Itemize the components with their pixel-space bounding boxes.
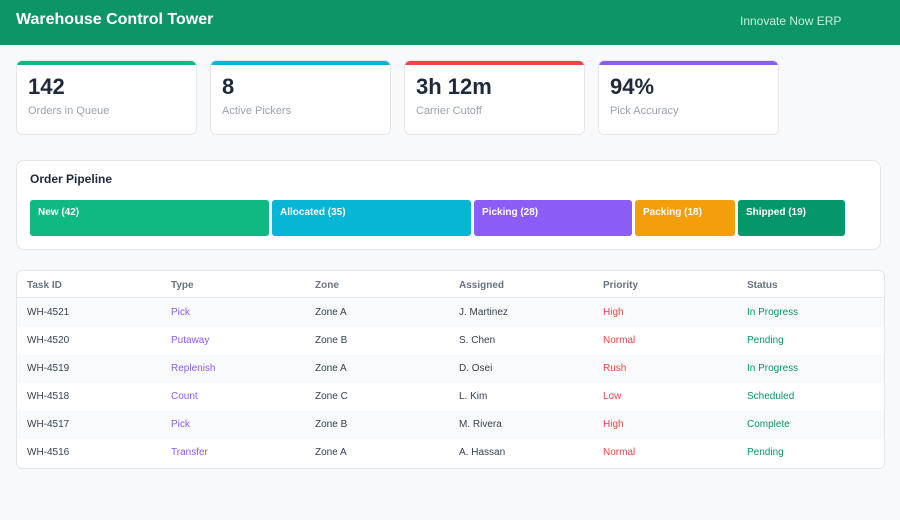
status-cell: Pending — [747, 447, 784, 458]
status-cell: Complete — [747, 419, 790, 430]
kpi-accent-bar — [599, 61, 778, 65]
priority-cell: Normal — [603, 335, 636, 346]
stage-label: Allocated (35) — [280, 207, 346, 218]
stage-label: New (42) — [38, 207, 80, 218]
task-id-cell: WH-4516 — [27, 447, 70, 458]
table-row[interactable]: WH-4519 Replenish Zone A D. Osei Rush In… — [17, 355, 884, 383]
pipeline-stage-picking[interactable]: Picking (28) — [474, 200, 632, 236]
column-header-priority[interactable]: Priority — [603, 280, 639, 291]
zone-cell: Zone A — [315, 363, 347, 374]
task-id-cell: WH-4517 — [27, 419, 70, 430]
task-id-cell: WH-4519 — [27, 363, 70, 374]
stage-label: Picking (28) — [482, 207, 539, 218]
kpi-accent-bar — [211, 61, 390, 65]
kpi-accent-bar — [17, 61, 196, 65]
pipeline-stage-shipped[interactable]: Shipped (19) — [738, 200, 845, 236]
assigned-cell: D. Osei — [459, 363, 493, 374]
assigned-cell: M. Rivera — [459, 419, 502, 430]
table-row[interactable]: WH-4521 Pick Zone A J. Martinez High In … — [17, 299, 884, 327]
priority-cell: High — [603, 419, 624, 430]
stage-label: Shipped (19) — [746, 207, 807, 218]
status-cell: Pending — [747, 335, 784, 346]
kpi-card-active-pickers[interactable]: 8 Active Pickers — [210, 60, 391, 135]
kpi-label: Active Pickers — [222, 105, 292, 117]
kpi-label: Pick Accuracy — [610, 105, 679, 117]
kpi-card-pick-accuracy[interactable]: 94% Pick Accuracy — [598, 60, 779, 135]
zone-cell: Zone A — [315, 447, 347, 458]
column-header-status[interactable]: Status — [747, 280, 778, 291]
column-header-type[interactable]: Type — [171, 280, 194, 291]
table-row[interactable]: WH-4517 Pick Zone B M. Rivera High Compl… — [17, 411, 884, 439]
task-id-cell: WH-4518 — [27, 391, 70, 402]
assigned-cell: L. Kim — [459, 391, 488, 402]
assigned-cell: J. Martinez — [459, 307, 508, 318]
zone-cell: Zone B — [315, 419, 348, 430]
pipeline-stage-new[interactable]: New (42) — [30, 200, 269, 236]
stage-label: Packing (18) — [643, 207, 702, 218]
pipeline-stage-allocated[interactable]: Allocated (35) — [272, 200, 471, 236]
kpi-card-orders-in-queue[interactable]: 142 Orders in Queue — [16, 60, 197, 135]
type-cell: Count — [171, 391, 198, 402]
type-cell: Transfer — [171, 447, 208, 458]
table-row[interactable]: WH-4516 Transfer Zone A A. Hassan Normal… — [17, 439, 884, 467]
brand-name[interactable]: Innovate Now ERP — [740, 14, 842, 28]
zone-cell: Zone B — [315, 335, 348, 346]
type-cell: Replenish — [171, 363, 216, 374]
type-cell: Putaway — [171, 335, 210, 346]
kpi-card-carrier-cutoff[interactable]: 3h 12m Carrier Cutoff — [404, 60, 585, 135]
priority-cell: High — [603, 307, 624, 318]
zone-cell: Zone C — [315, 391, 348, 402]
pipeline-title: Order Pipeline — [30, 172, 113, 186]
column-header-assigned[interactable]: Assigned — [459, 280, 505, 291]
app-title: Warehouse Control Tower — [16, 11, 214, 28]
task-table: Task ID Type Zone Assigned Priority Stat… — [16, 270, 885, 469]
status-cell: Scheduled — [747, 391, 795, 402]
kpi-accent-bar — [405, 61, 584, 65]
status-cell: In Progress — [747, 307, 799, 318]
column-header-task-id[interactable]: Task ID — [27, 280, 62, 291]
assigned-cell: A. Hassan — [459, 447, 506, 458]
table-row[interactable]: WH-4518 Count Zone C L. Kim Low Schedule… — [17, 383, 884, 411]
kpi-label: Carrier Cutoff — [416, 105, 482, 117]
kpi-value: 8 — [222, 74, 235, 99]
top-bar: Warehouse Control Tower Innovate Now ERP — [0, 0, 900, 45]
column-header-zone[interactable]: Zone — [315, 280, 339, 291]
task-id-cell: WH-4521 — [27, 307, 70, 318]
priority-cell: Rush — [603, 363, 627, 374]
assigned-cell: S. Chen — [459, 335, 496, 346]
type-cell: Pick — [171, 307, 190, 318]
table-header: Task ID Type Zone Assigned Priority Stat… — [17, 271, 884, 298]
type-cell: Pick — [171, 419, 190, 430]
task-id-cell: WH-4520 — [27, 335, 70, 346]
table-row[interactable]: WH-4520 Putaway Zone B S. Chen Normal Pe… — [17, 327, 884, 355]
kpi-value: 94% — [610, 74, 655, 99]
status-cell: In Progress — [747, 363, 799, 374]
priority-cell: Low — [603, 391, 622, 402]
zone-cell: Zone A — [315, 307, 347, 318]
kpi-value: 142 — [28, 74, 65, 99]
kpi-label: Orders in Queue — [28, 105, 110, 117]
pipeline-stage-packing[interactable]: Packing (18) — [635, 200, 735, 236]
priority-cell: Normal — [603, 447, 636, 458]
kpi-value: 3h 12m — [416, 74, 492, 99]
order-pipeline-panel: Order Pipeline New (42) Allocated (35) P… — [16, 160, 881, 250]
